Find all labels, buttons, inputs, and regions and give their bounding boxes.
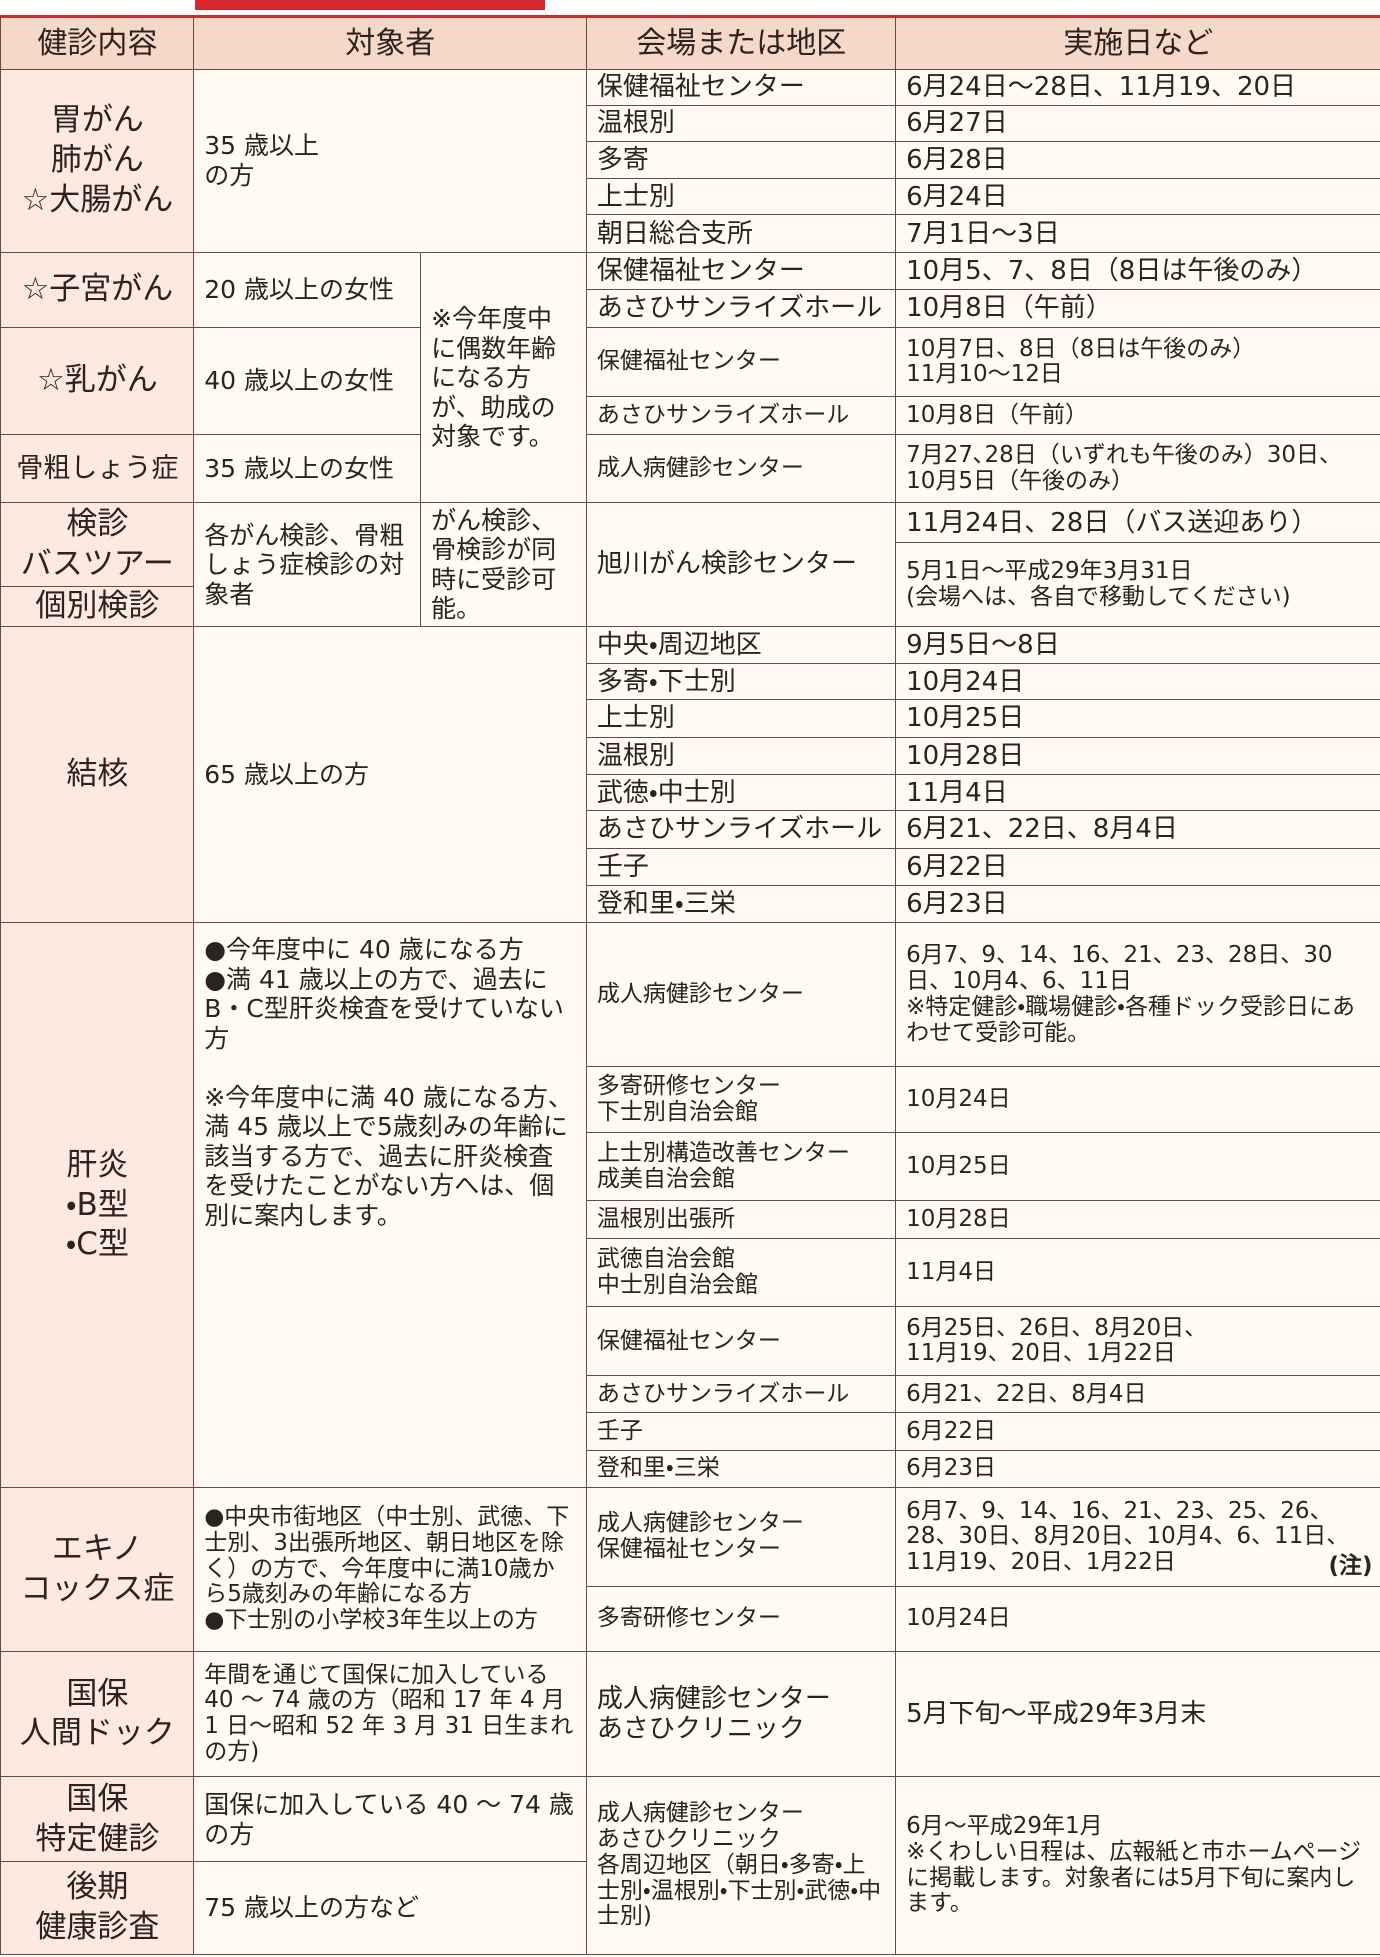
note-mark: (注) [1328,1553,1373,1580]
target-cell: 35 歳以上の女性 [193,433,422,504]
venue-cell: 保健福祉センター [585,326,897,398]
date-cell: 7月1日～3日 [895,214,1380,254]
target-cell: 年間を通じて国保に加入している 40 ～ 74 歳の方（昭和 17 年 4 月 … [193,1650,588,1778]
header-cell: 健診内容 [0,14,195,71]
venue-cell: あさひサンライズホール [585,810,897,850]
exam-cell: 結核 [0,625,195,924]
venue-cell: 朝日総合支所 [585,214,897,254]
date-cell: 6月21、22日、8月4日 [895,810,1380,850]
date-cell: 10月5、7、8日（8日は午後のみ） [895,251,1380,291]
date-cell: 10月8日（午前） [895,396,1380,436]
venue-cell: 成人病健診センター 保健福祉センター [585,1487,897,1588]
target-cell: 35 歳以上 の方 [193,68,588,254]
exam-cell: ☆乳がん [0,326,195,436]
date-cell: 6月23日 [895,885,1380,924]
venue-cell: 旭川がん検診センター [585,502,897,628]
target-cell: 各がん検診、骨粗しょう症検診の対象者 [193,502,422,628]
target-note-cell: ※今年度中に偶数年齢になる方が、助成の対象です。 [420,251,588,504]
venue-cell: 成人病健診センター [585,922,897,1068]
date-cell: 11月24日、28日（バス送迎あり） [895,502,1380,544]
venue-cell: 上士別構造改善センター 成美自治会館 [585,1131,897,1202]
venue-cell: 多寄研修センター 下士別自治会館 [585,1065,897,1134]
exam-cell: 胃がん 肺がん ☆大腸がん [0,68,195,254]
venue-cell: あさひサンライズホール [585,289,897,329]
exam-cell: エキノ コックス症 [0,1487,195,1652]
venue-cell: 保健福祉センター [585,68,897,107]
target-cell: 40 歳以上の女性 [193,326,422,436]
target-cell: ●中央市街地区（中士別、武徳、下士別、3出張所地区、朝日地区を除く）の方で、今年… [193,1487,588,1652]
title-fragment [195,0,545,10]
date-cell: 6月7、9、14、16、21、23、25、26、28、30日、8月20日、10月… [895,1487,1380,1588]
date-cell: 6月21、22日、8月4日 [895,1375,1380,1414]
date-cell: 6月～平成29年1月 ※くわしい日程は、広報紙と市ホームページに掲載します。対象… [895,1776,1380,1955]
venue-cell: 多寄 [585,140,897,180]
venue-cell: あさひサンライズホール [585,1375,897,1414]
target-cell: 75 歳以上の方など [193,1861,588,1955]
exam-cell: 骨粗しょう症 [0,433,195,504]
date-cell: 10月24日 [895,1585,1380,1652]
venue-cell: 成人病健診センター あさひクリニック [585,1650,897,1778]
date-cell: 10月28日 [895,1200,1380,1240]
date-cell: 10月25日 [895,1131,1380,1202]
venue-cell: 温根別 [585,736,897,776]
date-cell: 11月4日 [895,1237,1380,1308]
venue-cell: 多寄・下士別 [585,663,897,701]
date-cell: 6月23日 [895,1449,1380,1489]
date-cell: 11月4日 [895,774,1380,812]
date-cell: 6月28日 [895,140,1380,180]
date-cell: 6月27日 [895,104,1380,143]
venue-cell: 多寄研修センター [585,1585,897,1652]
date-cell: 10月8日（午前） [895,289,1380,329]
date-cell: 6月24日 [895,178,1380,216]
venue-cell: 中央・周辺地区 [585,625,897,665]
venue-cell: 武徳自治会館 中士別自治会館 [585,1237,897,1308]
exam-cell: 検診 バスツアー [0,502,195,588]
venue-cell: 上士別 [585,699,897,739]
header-cell: 会場または地区 [585,14,897,71]
venue-cell: 壬子 [585,847,897,887]
header-cell: 実施日など [895,14,1380,71]
venue-cell: 成人病健診センター [585,433,897,504]
venue-cell: あさひサンライズホール [585,396,897,436]
venue-cell: 成人病健診センター あさひクリニック 各周辺地区（朝日・多寄・上士別・温根別・下… [585,1776,897,1955]
date-cell: 6月24日～28日、11月19、20日 [895,68,1380,107]
target-note-cell: がん検診、骨検診が同時に受診可能。 [420,502,588,628]
date-cell: 6月22日 [895,847,1380,887]
date-cell: 10月7日、8日（8日は午後のみ） 11月10～12日 [895,326,1380,398]
venue-cell: 壬子 [585,1412,897,1452]
venue-cell: 上士別 [585,178,897,216]
date-cell: 6月22日 [895,1412,1380,1452]
exam-cell: 国保 人間ドック [0,1650,195,1778]
date-cell: 10月24日 [895,1065,1380,1134]
venue-cell: 温根別 [585,104,897,143]
target-cell: ●今年度中に 40 歳になる方 ●満 41 歳以上の方で、過去にB・C型肝炎検査… [193,922,588,1489]
exam-cell: 後期 健康診査 [0,1861,195,1955]
exam-cell: 肝炎 ・B型 ・C型 [0,922,195,1489]
target-cell: 65 歳以上の方 [193,625,588,924]
venue-cell: 保健福祉センター [585,251,897,291]
venue-cell: 保健福祉センター [585,1306,897,1377]
venue-cell: 温根別出張所 [585,1200,897,1240]
date-cell: 10月28日 [895,736,1380,776]
exam-cell: 国保 特定健診 [0,1776,195,1863]
date-cell: 6月7、9、14、16、21、23、28日、30日、10月4、6、11日 ※特定… [895,922,1380,1068]
date-cell: 5月1日～平成29年3月31日 (会場へは、各自で移動してください) [895,542,1380,628]
venue-cell: 武徳・中士別 [585,774,897,812]
header-cell: 対象者 [193,14,588,71]
venue-cell: 登和里・三栄 [585,885,897,924]
exam-cell: 個別検診 [0,585,195,628]
exam-cell: ☆子宮がん [0,251,195,329]
date-cell: 10月24日 [895,663,1380,701]
target-cell: 20 歳以上の女性 [193,251,422,329]
target-cell: 国保に加入している 40 ～ 74 歳の方 [193,1776,588,1863]
date-cell: 5月下旬～平成29年3月末 [895,1650,1380,1778]
date-cell: 7月27､28日（いずれも午後のみ）30日、 10月5日（午後のみ） [895,433,1380,504]
date-cell: 9月5日～8日 [895,625,1380,665]
date-cell: 6月25日、26日、8月20日、 11月19、20日、1月22日 [895,1306,1380,1377]
venue-cell: 登和里・三栄 [585,1449,897,1489]
date-cell: 10月25日 [895,699,1380,739]
